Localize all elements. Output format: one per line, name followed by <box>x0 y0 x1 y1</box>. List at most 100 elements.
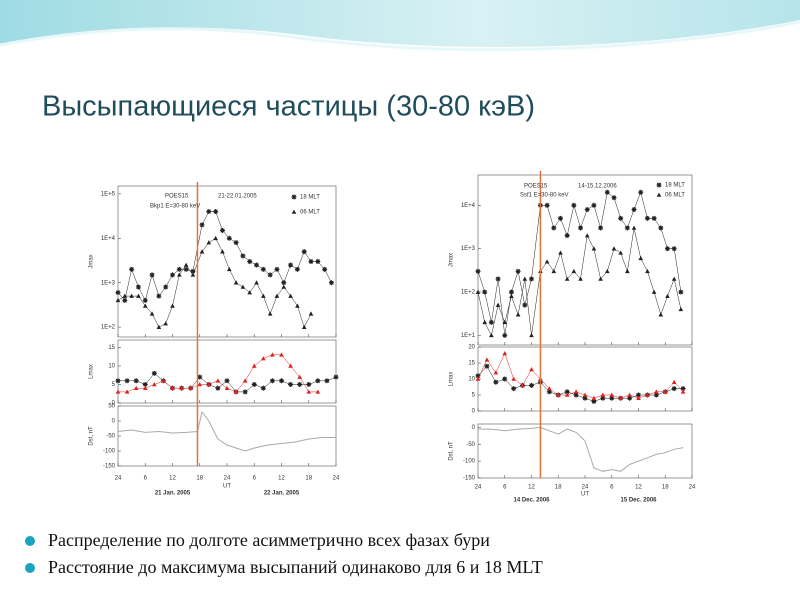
y-tick-label: 1E+4 <box>461 203 476 209</box>
x-tick-label: 24 <box>115 476 122 482</box>
bullet-text: Расстояние до максимума высыпаний одинак… <box>48 557 543 577</box>
triangle-marker <box>142 303 148 308</box>
star-marker <box>129 266 135 272</box>
star-marker <box>671 246 677 252</box>
legend-label: 18 MLT <box>665 183 685 189</box>
triangle-marker <box>571 268 577 274</box>
star-marker <box>170 272 175 278</box>
star-marker <box>260 385 266 391</box>
triangle-marker <box>213 235 218 241</box>
star-marker <box>664 246 670 252</box>
star-marker <box>297 381 303 387</box>
star-marker <box>322 266 328 272</box>
triangle-marker <box>631 225 637 230</box>
y-tick-label: 1E+5 <box>101 191 116 197</box>
star-marker <box>475 373 481 379</box>
star-marker <box>163 284 169 290</box>
y-tick-label: 15 <box>468 361 475 367</box>
star-marker <box>564 233 570 239</box>
bullet-text: Распределение по долготе асимметрично вс… <box>48 530 490 550</box>
triangle-marker <box>564 392 570 397</box>
star-marker <box>135 284 141 290</box>
y-tick-label: 1E+4 <box>101 236 116 242</box>
triangle-marker <box>254 280 259 285</box>
triangle-marker <box>224 385 230 390</box>
triangle-marker <box>295 303 300 308</box>
star-marker <box>288 381 294 387</box>
star-marker <box>529 382 534 388</box>
series-line <box>117 211 332 302</box>
x-tick-label: 24 <box>333 476 340 482</box>
star-marker <box>260 266 266 272</box>
star-marker <box>115 290 121 296</box>
triangle-marker <box>233 280 239 285</box>
y-tick-label: 20 <box>468 345 475 351</box>
y-axis-label: Jmax <box>89 254 95 268</box>
y-axis-label: Dst, nT <box>89 426 95 446</box>
triangle-marker <box>520 383 525 388</box>
series-line <box>477 352 684 399</box>
triangle-marker <box>226 266 232 272</box>
star-marker <box>638 189 644 195</box>
triangle-marker <box>618 250 623 255</box>
triangle-marker <box>493 370 499 375</box>
triangle-marker <box>315 389 321 394</box>
star-marker <box>269 378 275 384</box>
triangle-marker <box>555 392 561 397</box>
star-marker <box>183 266 189 272</box>
triangle-marker <box>261 356 266 361</box>
star-marker <box>149 272 155 278</box>
triangle-marker <box>233 389 239 394</box>
triangle-marker <box>584 233 590 238</box>
star-marker <box>508 289 514 295</box>
triangle-marker <box>133 385 139 390</box>
triangle-marker <box>645 268 650 274</box>
triangle-marker <box>199 249 205 254</box>
triangle-marker <box>671 379 677 384</box>
y-tick-label: 5 <box>472 393 476 399</box>
star-marker <box>551 225 557 231</box>
triangle-marker <box>582 392 588 397</box>
x-tick-label: 24 <box>224 476 231 482</box>
star-marker <box>591 398 597 404</box>
figure-header: 14-15.12.2006 <box>578 184 617 190</box>
star-marker <box>233 240 239 246</box>
star-marker <box>242 389 248 395</box>
y-tick-label: -150 <box>103 464 116 470</box>
triangle-marker <box>129 293 134 298</box>
star-marker <box>197 374 203 380</box>
y-tick-label: 0 <box>112 401 116 407</box>
star-marker <box>658 225 664 231</box>
y-tick-label: 5 <box>112 382 116 388</box>
star-marker <box>584 207 590 213</box>
header-wave <box>0 0 800 47</box>
star-marker <box>482 289 488 295</box>
triangle-marker <box>124 389 130 394</box>
star-marker <box>219 227 225 233</box>
x-tick-label: 6 <box>144 476 148 482</box>
star-marker <box>511 386 517 392</box>
x-tick-label: 18 <box>196 476 203 482</box>
triangle-marker <box>242 378 248 383</box>
star-marker <box>254 262 260 268</box>
star-marker <box>281 280 287 286</box>
legend-marker <box>656 182 662 188</box>
triangle-marker <box>170 385 175 390</box>
y-tick-label: 0 <box>112 419 116 425</box>
x-tick-label: 12 <box>528 485 535 491</box>
star-marker <box>502 376 508 382</box>
series-line <box>477 365 684 402</box>
x-tick-label: 24 <box>582 485 589 491</box>
star-marker <box>279 378 284 384</box>
triangle-marker <box>573 389 579 394</box>
star-marker <box>611 195 617 201</box>
star-marker <box>199 222 205 228</box>
triangle-marker <box>183 262 189 267</box>
triangle-marker <box>609 392 615 397</box>
y-tick-label: 1E+3 <box>101 280 116 286</box>
legend-marker <box>291 209 297 214</box>
slide-title: Высыпающиеся частицы (30-80 кэВ) <box>42 91 535 123</box>
y-axis-label: Jmax <box>449 253 455 267</box>
y-tick-label: -150 <box>463 476 476 482</box>
triangle-marker <box>511 376 516 381</box>
